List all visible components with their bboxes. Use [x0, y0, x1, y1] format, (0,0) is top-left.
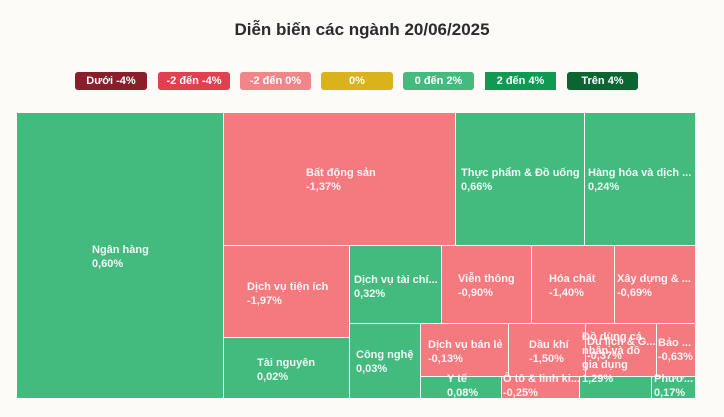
legend-2-to-4: 2 đến 4%: [485, 72, 556, 90]
sector-name: Ngân hàng: [92, 244, 149, 256]
sector-value: -0,37%: [587, 350, 622, 362]
cell-dich-vu-tai-chinh[interactable]: Dịch vụ tài chí... 0,32%: [350, 246, 442, 324]
sector-name: Hàng hóa và dịch ...: [588, 167, 692, 179]
legend-minus-2-to-0: -2 đến 0%: [240, 72, 311, 90]
cell-bat-dong-san[interactable]: Bất động sản -1,37%: [224, 113, 456, 246]
sector-value: -0,25%: [503, 387, 538, 399]
legend-label: Trên 4%: [581, 75, 624, 87]
sector-value: 0,24%: [588, 181, 620, 193]
sector-treemap: Ngân hàng 0,60% Bất động sản -1,37% Thực…: [17, 113, 696, 399]
sector-name: Dịch vụ bán lẻ: [428, 339, 503, 351]
legend-label: 0%: [349, 75, 365, 87]
sector-value: 0,03%: [356, 363, 388, 375]
sector-name: Ô tô & linh ki...: [503, 373, 580, 385]
cell-xay-dung[interactable]: Xây dựng & ... -0,69%: [615, 246, 696, 324]
legend-label: -2 đến -4%: [166, 75, 222, 87]
sector-name: Phươ...: [654, 373, 694, 385]
sector-value: 0,17%: [654, 387, 686, 399]
sector-value: -1,97%: [247, 295, 282, 307]
sector-value: 0,66%: [461, 181, 493, 193]
cell-hoa-chat[interactable]: Hóa chất -1,40%: [532, 246, 615, 324]
sector-value: -1,50%: [529, 353, 564, 365]
sector-value: -1,40%: [549, 287, 584, 299]
cell-do-dung-ca-nhan[interactable]: Đồ dùng cá nhân và đồ gia dụng 1,29%: [580, 331, 652, 399]
cell-dich-vu-ban-le[interactable]: Dịch vụ bán lẻ -0,13%: [421, 324, 509, 377]
cell-ngan-hang[interactable]: Ngân hàng 0,60%: [17, 113, 224, 399]
cell-cong-nghe[interactable]: Công nghệ 0,03%: [350, 324, 421, 399]
sector-name: Công nghệ: [356, 349, 414, 361]
sector-name: Y tế: [447, 373, 467, 385]
legend-above-4: Trên 4%: [567, 72, 638, 90]
sector-name: Đồ dùng cá nhân và đồ gia dụng: [582, 331, 642, 371]
sector-name: Dịch vụ tài chí...: [354, 274, 438, 286]
sector-name: Dầu khí: [529, 339, 569, 351]
sector-value: -0,13%: [428, 353, 463, 365]
legend-minus-2-to-minus-4: -2 đến -4%: [158, 72, 230, 90]
sector-value: 1,29%: [582, 373, 614, 385]
legend-0-to-2: 0 đến 2%: [403, 72, 474, 90]
legend: Dưới -4% -2 đến -4% -2 đến 0% 0% 0 đến 2…: [0, 72, 724, 91]
legend-label: -2 đến 0%: [249, 75, 302, 87]
legend-zero: 0%: [321, 72, 393, 90]
sector-value: -1,37%: [306, 181, 341, 193]
sector-name: Thực phẩm & Đồ uống: [461, 167, 580, 179]
sector-value: 0,32%: [354, 288, 386, 300]
cell-phuong-tien-truyen-thong[interactable]: Phươ... 0,17%: [652, 373, 696, 399]
sector-name: Tài nguyên: [257, 357, 316, 369]
sector-value: -0,90%: [458, 287, 493, 299]
sector-name: Hóa chất: [549, 273, 596, 285]
sector-name: Bảo ...: [658, 337, 692, 349]
cell-bao-hiem[interactable]: Bảo ... -0,63%: [657, 324, 696, 377]
sector-name: Dịch vụ tiện ích: [247, 281, 329, 293]
legend-below-minus-4: Dưới -4%: [75, 72, 147, 90]
cell-dau-khi[interactable]: Dầu khí -1,50%: [509, 324, 586, 377]
sector-value: 0,02%: [257, 371, 289, 383]
cell-thuc-pham-do-uong[interactable]: Thực phẩm & Đồ uống 0,66%: [456, 113, 585, 246]
sector-name: Xây dựng & ...: [617, 273, 691, 285]
sector-name: Bất động sản: [306, 167, 376, 179]
cell-tai-nguyen[interactable]: Tài nguyên 0,02%: [224, 338, 350, 399]
chart-title: Diễn biến các ngành 20/06/2025: [234, 20, 490, 39]
cell-o-to-linh-kien[interactable]: Ô tô & linh ki... -0,25%: [502, 373, 580, 399]
sector-name: Viễn thông: [458, 273, 515, 285]
cell-y-te[interactable]: Y tế 0,08%: [421, 373, 502, 399]
cell-du-lich-giai-tri[interactable]: Du lịch & G... -0,37%: [586, 324, 657, 377]
sector-value: -0,63%: [658, 351, 693, 363]
sector-value: 0,60%: [92, 258, 124, 270]
legend-label: Dưới -4%: [86, 75, 136, 87]
sector-value: -0,69%: [617, 287, 652, 299]
legend-label: 0 đến 2%: [414, 75, 463, 87]
sector-name: Du lịch & G...: [587, 336, 656, 348]
sector-value: 0,08%: [447, 387, 479, 399]
cell-dich-vu-tien-ich[interactable]: Dịch vụ tiện ích -1,97%: [224, 246, 350, 338]
cell-vien-thong[interactable]: Viễn thông -0,90%: [442, 246, 532, 324]
legend-label: 2 đến 4%: [496, 75, 545, 87]
cell-hang-hoa-dich-vu[interactable]: Hàng hóa và dịch ... 0,24%: [585, 113, 696, 246]
